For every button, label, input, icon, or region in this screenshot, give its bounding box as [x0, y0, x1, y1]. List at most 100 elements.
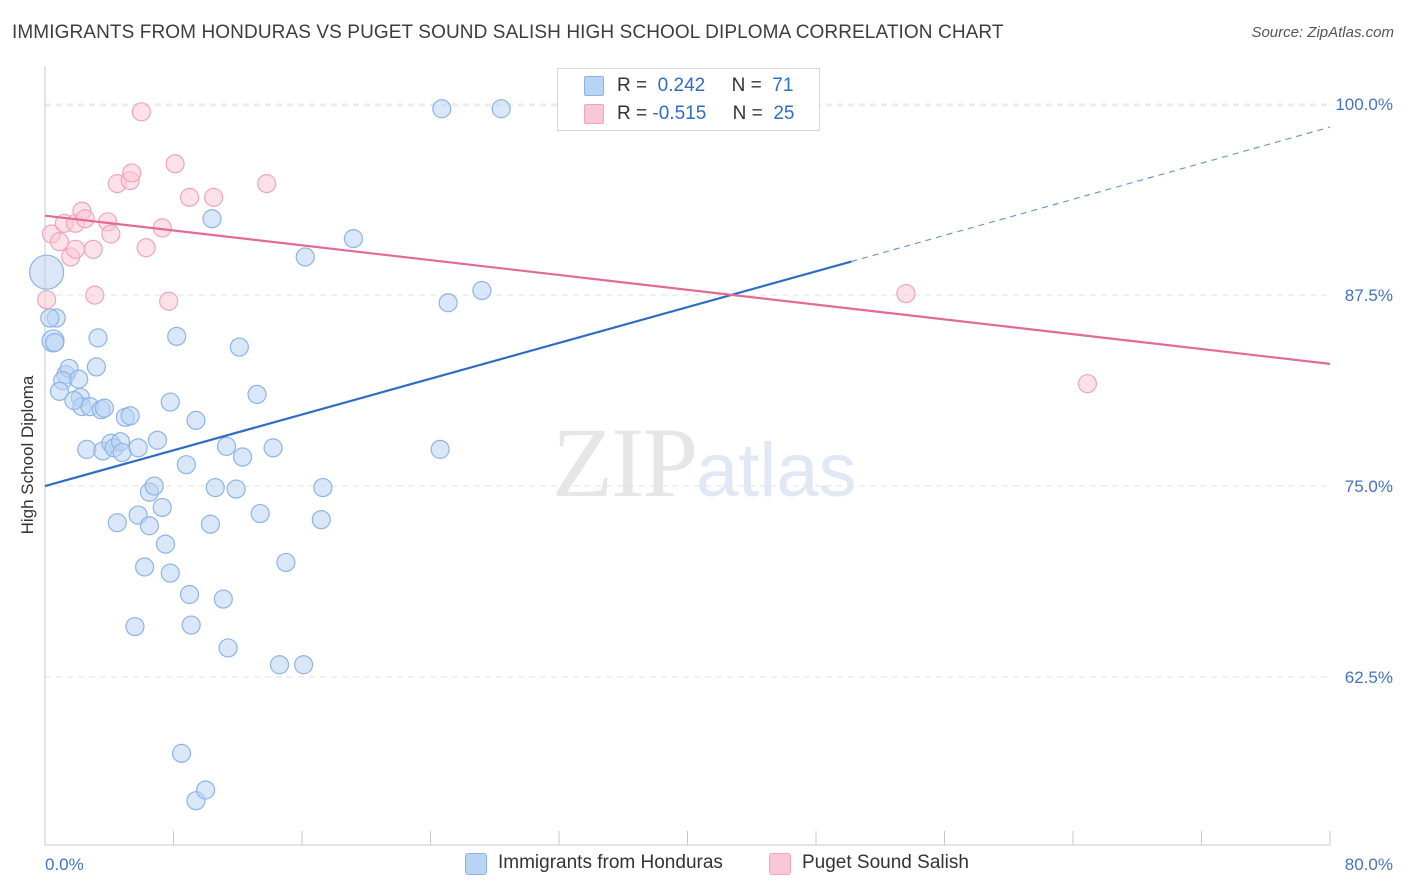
data-point	[134, 557, 155, 577]
chart-title: IMMIGRANTS FROM HONDURAS VS PUGET SOUND …	[12, 22, 1004, 43]
data-point	[204, 187, 224, 207]
bottom-legend-label: Puget Sound Salish	[802, 852, 969, 873]
series-honduras-points	[29, 99, 511, 811]
legend-swatch-blue	[584, 76, 604, 96]
legend-r-label: R =	[617, 103, 648, 124]
data-point	[160, 563, 180, 583]
legend-text: R = 0.242 N = 71	[617, 75, 793, 97]
data-point	[165, 154, 185, 174]
data-point	[159, 291, 179, 311]
series-salish-points	[37, 102, 1098, 394]
data-point	[65, 239, 86, 259]
trend-line-salish	[44, 214, 1331, 365]
trend-line-honduras	[44, 260, 852, 488]
data-point	[49, 232, 70, 252]
data-point	[101, 224, 121, 244]
data-point	[343, 229, 363, 249]
y-tick-label: 87.5%	[1345, 286, 1393, 305]
data-point	[205, 477, 225, 498]
bottom-legend-swatch-pink	[769, 853, 791, 875]
data-point	[216, 436, 237, 456]
data-point	[213, 589, 233, 609]
data-point	[472, 280, 492, 301]
data-point	[167, 326, 187, 346]
data-point	[88, 328, 108, 348]
legend-r-value: 0.242	[657, 75, 706, 96]
data-point	[247, 384, 267, 405]
data-point	[1077, 374, 1098, 394]
data-point	[250, 503, 270, 524]
data-point	[171, 743, 192, 763]
y-tick-label: 75.0%	[1345, 477, 1393, 496]
data-point	[200, 514, 221, 534]
watermark-zip: ZIP	[552, 407, 698, 518]
legend-text: R = -0.515 N = 25	[617, 103, 794, 125]
source-credit: Source: ZipAtlas.com	[1251, 24, 1394, 41]
tick-labels: 62.5% 75.0% 87.5% 100.0% 0.0% 80.0%	[45, 95, 1393, 874]
data-point	[64, 390, 84, 411]
data-point	[257, 174, 277, 194]
data-point	[276, 552, 296, 573]
data-point	[83, 239, 103, 259]
bottom-legend-swatch-blue	[465, 853, 487, 875]
data-point	[125, 616, 145, 637]
data-point	[176, 455, 196, 475]
data-point	[122, 163, 142, 183]
data-point	[491, 99, 511, 119]
data-point	[186, 410, 206, 430]
trend-line-honduras-extension	[851, 126, 1331, 263]
data-point	[432, 99, 452, 119]
data-point	[313, 477, 333, 498]
data-point	[179, 187, 200, 207]
data-point	[69, 369, 89, 389]
data-point	[896, 283, 916, 304]
data-point	[218, 638, 238, 658]
data-point	[85, 285, 105, 305]
data-point	[226, 479, 246, 499]
data-point	[181, 615, 201, 635]
data-point	[263, 438, 283, 458]
data-point	[45, 332, 65, 353]
legend-r-label: R =	[617, 75, 648, 96]
legend-n-value: 25	[773, 103, 795, 124]
data-point	[40, 308, 60, 328]
data-point	[77, 439, 97, 459]
data-point	[160, 392, 180, 412]
data-point	[136, 238, 156, 258]
data-point	[112, 442, 132, 463]
data-point	[120, 406, 140, 426]
data-point	[139, 516, 160, 536]
axes	[44, 66, 1331, 846]
data-point	[94, 398, 115, 418]
data-point	[232, 447, 253, 467]
data-point	[196, 780, 216, 800]
data-point	[37, 290, 57, 310]
bottom-legend-label: Immigrants from Honduras	[498, 852, 723, 873]
x-tick-label: 80.0%	[1345, 855, 1393, 874]
data-point	[152, 497, 172, 518]
data-point	[86, 357, 107, 377]
data-point	[311, 510, 331, 530]
gridlines	[45, 103, 1330, 678]
trend-lines	[44, 126, 1331, 488]
data-point	[144, 476, 164, 496]
data-point	[294, 655, 314, 675]
data-point	[438, 293, 458, 313]
data-point	[107, 513, 127, 533]
x-tick-label: 0.0%	[45, 855, 84, 874]
legend-n-label: N =	[732, 103, 763, 124]
data-point	[179, 584, 200, 605]
data-point	[155, 534, 176, 554]
y-tick-label: 62.5%	[1345, 668, 1393, 687]
data-point	[29, 254, 65, 290]
zipatlas-watermark: ZIPatlas	[552, 405, 857, 520]
data-point	[202, 209, 222, 229]
data-point	[269, 655, 290, 675]
stats-legend: R = 0.242 N = 71 R = -0.515 N = 25	[557, 68, 820, 131]
data-point	[295, 247, 315, 267]
watermark-atlas: atlas	[696, 428, 857, 513]
legend-n-label: N =	[731, 75, 762, 96]
y-tick-label: 100.0%	[1335, 95, 1393, 114]
data-point	[147, 430, 168, 450]
